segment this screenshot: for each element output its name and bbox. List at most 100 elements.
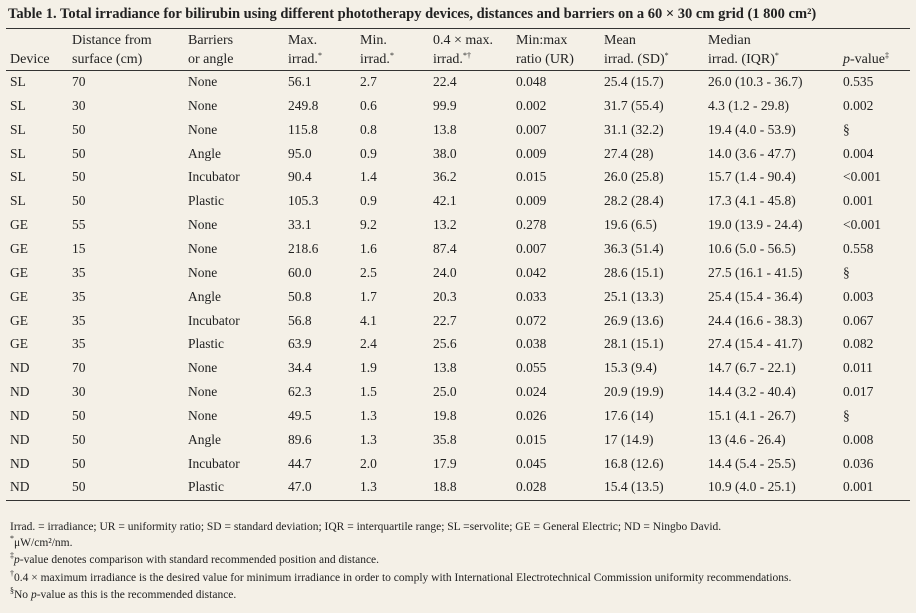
- table-cell: SL: [10, 145, 26, 161]
- rule: [6, 28, 910, 29]
- header-text: ratio (UR): [516, 52, 574, 67]
- table-cell: 20.9 (19.9): [604, 384, 664, 400]
- table-cell: 34.4: [288, 360, 312, 376]
- table-cell: 25.1 (13.3): [604, 288, 664, 304]
- table-cell: 50: [72, 455, 86, 471]
- table-cell: 10.6 (5.0 - 56.5): [708, 240, 796, 256]
- table-cell: 0.007: [516, 240, 547, 256]
- table-cell: GE: [10, 240, 28, 256]
- rule: [6, 70, 910, 71]
- table-cell: 1.4: [360, 169, 377, 185]
- table-cell: 1.3: [360, 407, 377, 423]
- header-mark: *: [774, 51, 779, 60]
- table-cell: 50.8: [288, 288, 312, 304]
- table-cell: 55: [72, 217, 86, 233]
- table-cell: §: [843, 121, 850, 137]
- table-cell: 50: [72, 193, 86, 209]
- table-cell: 0.042: [516, 264, 547, 280]
- table-cell: 0.015: [516, 169, 547, 185]
- table-cell: ND: [10, 479, 30, 495]
- footnote-italic: p: [14, 554, 20, 566]
- table-cell: 33.1: [288, 217, 312, 233]
- table-cell: 50: [72, 431, 86, 447]
- table-cell: 105.3: [288, 193, 319, 209]
- table-cell: 0.007: [516, 121, 547, 137]
- table-cell: Plastic: [188, 336, 224, 352]
- table-cell: 38.0: [433, 145, 457, 161]
- table-cell: Angle: [188, 288, 221, 304]
- table-cell: 1.6: [360, 240, 377, 256]
- table-cell: 2.5: [360, 264, 377, 280]
- header-text: Device: [10, 52, 50, 67]
- table-cell: 16.8 (12.6): [604, 455, 664, 471]
- table-cell: 49.5: [288, 407, 312, 423]
- header-text: irrad. (IQR): [708, 52, 775, 67]
- table-cell: 0.558: [843, 240, 874, 256]
- table-cell: 27.5 (16.1 - 41.5): [708, 264, 803, 280]
- header-top: Median: [708, 33, 751, 48]
- table-cell: 25.0: [433, 384, 457, 400]
- header-bottom: irrad.*†: [433, 51, 471, 68]
- header-bottom: irrad. (SD)*: [604, 51, 669, 68]
- footnote-text: Irrad. = irradiance; UR = uniformity rat…: [10, 521, 722, 533]
- table-cell: None: [188, 360, 218, 376]
- table-cell: 28.2 (28.4): [604, 193, 664, 209]
- table-cell: 0.024: [516, 384, 547, 400]
- header-text: -value: [850, 52, 885, 67]
- table-cell: 50: [72, 145, 86, 161]
- table-cell: 0.002: [843, 97, 874, 113]
- table-cell: 90.4: [288, 169, 312, 185]
- table-cell: SL: [10, 193, 26, 209]
- table-cell: 62.3: [288, 384, 312, 400]
- table-cell: 1.3: [360, 431, 377, 447]
- table-cell: 87.4: [433, 240, 457, 256]
- footnote-text: 0.4 × maximum irradiance is the desired …: [14, 572, 792, 584]
- table-cell: 10.9 (4.0 - 25.1): [708, 479, 796, 495]
- header-top: Distance from: [72, 33, 152, 48]
- table-cell: 27.4 (15.4 - 41.7): [708, 336, 803, 352]
- table-cell: 0.017: [843, 384, 874, 400]
- table-cell: 15.4 (13.5): [604, 479, 664, 495]
- table-cell: Incubator: [188, 455, 240, 471]
- table-cell: 0.072: [516, 312, 547, 328]
- table-cell: Plastic: [188, 193, 224, 209]
- table-cell: 2.0: [360, 455, 377, 471]
- table-cell: Plastic: [188, 479, 224, 495]
- table-cell: 26.9 (13.6): [604, 312, 664, 328]
- header-text: irrad.: [288, 52, 318, 67]
- table-cell: <0.001: [843, 217, 881, 233]
- table-cell: SL: [10, 169, 26, 185]
- table-cell: 70: [72, 74, 86, 89]
- table-cell: GE: [10, 336, 28, 352]
- table-cell: <0.001: [843, 169, 881, 185]
- table-cell: 0.278: [516, 217, 547, 233]
- table-cell: 35: [72, 288, 86, 304]
- table-cell: 13.8: [433, 121, 457, 137]
- header-text: irrad. (SD): [604, 52, 665, 67]
- table-cell: 99.9: [433, 97, 457, 113]
- table-cell: 50: [72, 169, 86, 185]
- table-cell: ND: [10, 455, 30, 471]
- table-cell: 36.3 (51.4): [604, 240, 664, 256]
- table-cell: 28.6 (15.1): [604, 264, 664, 280]
- table-cell: SL: [10, 121, 26, 137]
- footnote: *μW/cm²/nm.: [10, 535, 72, 550]
- footnote: §No p-value as this is the recommended d…: [10, 587, 237, 602]
- table-cell: 0.045: [516, 455, 547, 471]
- table-cell: 0.036: [843, 455, 874, 471]
- table-cell: 0.8: [360, 121, 377, 137]
- footnote-italic: p: [30, 589, 37, 601]
- table-cell: ND: [10, 431, 30, 447]
- table-cell: 19.8: [433, 407, 457, 423]
- table-title: Table 1. Total irradiance for bilirubin …: [8, 6, 817, 22]
- header-text: surface (cm): [72, 52, 143, 67]
- footnote-mark: ‡: [10, 551, 14, 560]
- table-cell: 25.4 (15.7): [604, 74, 664, 89]
- footnote-text: -value as this is the recommended distan…: [36, 589, 237, 601]
- table-cell: 15.3 (9.4): [604, 360, 657, 376]
- table-cell: §: [843, 407, 850, 423]
- table-cell: SL: [10, 74, 26, 89]
- table-cell: 0.067: [843, 312, 874, 328]
- table-cell: 30: [72, 97, 86, 113]
- table-cell: 30: [72, 384, 86, 400]
